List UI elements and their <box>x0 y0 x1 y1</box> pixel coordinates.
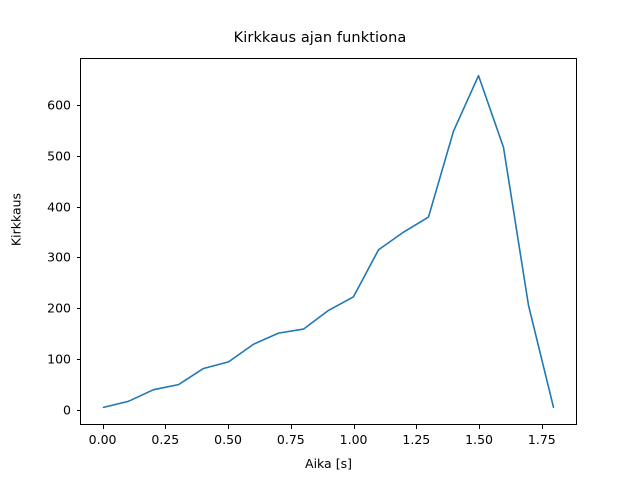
x-tick-mark <box>479 425 481 429</box>
x-tick-label: 1.75 <box>527 432 556 447</box>
y-tick-mark <box>76 206 80 208</box>
x-tick-label: 1.25 <box>402 432 431 447</box>
y-tick-label: 300 <box>47 249 71 265</box>
y-tick-mark <box>76 105 80 107</box>
y-tick-mark <box>76 257 80 259</box>
x-tick-label: 1.00 <box>339 432 368 447</box>
data-series-line <box>102 74 555 409</box>
y-tick-label: 200 <box>47 300 71 316</box>
y-tick-label: 100 <box>47 351 71 367</box>
x-axis-label: Aika [s] <box>305 456 352 471</box>
x-tick-mark <box>416 425 418 429</box>
x-tick-label: 0.00 <box>88 432 117 447</box>
y-tick-label: 400 <box>47 199 71 215</box>
line-plot-svg <box>102 74 555 409</box>
y-axis-label: Kirkkaus <box>8 192 24 247</box>
y-tick-mark <box>76 359 80 360</box>
y-tick-label: 500 <box>47 148 71 164</box>
x-tick-mark <box>290 425 292 429</box>
x-tick-label: 0.25 <box>151 432 180 447</box>
x-tick-mark <box>541 425 543 429</box>
x-tick-mark <box>228 425 230 429</box>
y-tick-label: 600 <box>47 97 71 113</box>
x-tick-mark <box>165 425 167 429</box>
x-tick-label: 1.50 <box>465 432 494 447</box>
y-tick-label: 0 <box>63 402 71 418</box>
x-tick-label: 0.75 <box>276 432 305 447</box>
chart-title: Kirkkaus ajan funktiona <box>233 30 407 46</box>
y-tick-mark <box>76 409 80 411</box>
x-tick-label: 0.50 <box>214 432 243 447</box>
plot-axes-area <box>80 58 577 425</box>
x-tick-mark <box>353 425 355 429</box>
y-tick-mark <box>76 308 80 310</box>
y-tick-mark <box>76 155 80 157</box>
x-tick-mark <box>102 425 104 429</box>
